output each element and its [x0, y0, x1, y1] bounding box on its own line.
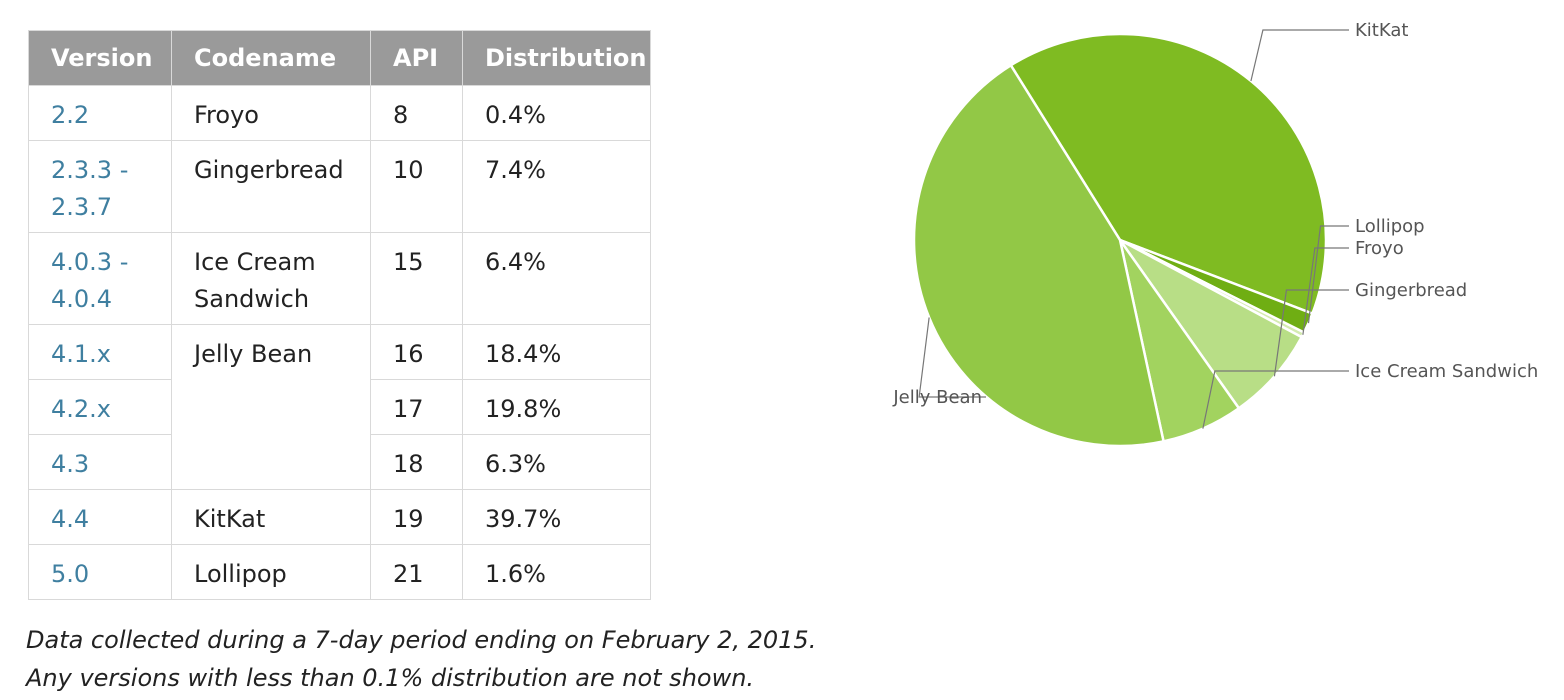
distribution-cell: 39.7% — [462, 489, 651, 545]
footnote-line-1: Data collected during a 7-day period end… — [26, 626, 817, 654]
api-cell: 19 — [370, 489, 463, 545]
codename-text: Jelly Bean — [194, 340, 313, 368]
codename-cell: Jelly Bean — [171, 324, 371, 490]
version-text[interactable]: 2.3.7 — [51, 193, 113, 221]
header-distribution: Distribution — [462, 30, 651, 86]
version-text[interactable]: 4.3 — [51, 450, 90, 478]
version-link[interactable]: 4.4 — [28, 489, 172, 545]
codename-text: Froyo — [194, 101, 259, 129]
version-text[interactable]: 4.2.x — [51, 395, 111, 423]
pie-slice-kitkat — [1009, 32, 1328, 316]
pie-label: Froyo — [1355, 238, 1404, 259]
api-cell: 10 — [370, 140, 463, 233]
table-row: 4.4 KitKat 19 39.7% — [28, 489, 651, 545]
distribution-cell: 7.4% — [462, 140, 651, 233]
pie-label: KitKat — [1355, 20, 1408, 41]
distribution-cell: 0.4% — [462, 85, 651, 141]
leader-line — [918, 317, 986, 398]
table-row: 4.1.x Jelly Bean 16 18.4% — [28, 324, 651, 490]
table-body: 2.2 Froyo 8 0.4% 2.3.3 - 2.3.7 Gingerbread 10 7.… — [28, 85, 651, 600]
version-link[interactable]: 4.2.x — [28, 379, 172, 435]
codename-text: Ice Cream — [194, 248, 316, 276]
pie-slice-jelly-bean — [912, 63, 1166, 448]
version-text[interactable]: 2.2 — [51, 101, 90, 129]
api-cell: 16 — [370, 324, 463, 380]
version-link[interactable]: 5.0 — [28, 544, 172, 600]
version-link[interactable]: 4.3 — [28, 434, 172, 490]
distribution-cell: 6.4% — [462, 232, 651, 325]
header-version: Version — [28, 30, 172, 86]
distribution-cell: 1.6% — [462, 544, 651, 600]
api-cell: 17 — [370, 379, 463, 435]
version-text[interactable]: 2.3.3 - — [51, 156, 129, 184]
table-row: 5.0 Lollipop 21 1.6% — [28, 544, 651, 600]
codename-text: Sandwich — [194, 285, 310, 313]
version-link[interactable]: 2.3.3 - 2.3.7 — [28, 140, 172, 233]
table-header: Version Codename API Distribution — [28, 30, 651, 86]
table-row: 4.0.3 - 4.0.4 Ice Cream Sandwich 15 6.4% — [28, 232, 651, 325]
codename-text: Lollipop — [194, 560, 287, 588]
distribution-cell: 6.3% — [462, 434, 651, 490]
pie-label: Gingerbread — [1355, 280, 1467, 301]
codename-text: KitKat — [194, 505, 266, 533]
codename-cell: Lollipop — [171, 544, 371, 600]
table-row: 2.2 Froyo 8 0.4% — [28, 85, 651, 141]
api-cell: 8 — [370, 85, 463, 141]
version-link[interactable]: 2.2 — [28, 85, 172, 141]
leader-line — [1307, 225, 1349, 324]
table-header-row: Version Codename API Distribution — [28, 30, 651, 86]
version-link[interactable]: 4.0.3 - 4.0.4 — [28, 232, 172, 325]
version-text[interactable]: 4.0.4 — [51, 285, 113, 313]
distribution-cell: 19.8% — [462, 379, 651, 435]
pie-label: Ice Cream Sandwich — [1355, 361, 1538, 382]
leader-line — [1250, 29, 1349, 82]
pie-slices — [912, 32, 1328, 448]
table-row: 2.3.3 - 2.3.7 Gingerbread 10 7.4% — [28, 140, 651, 233]
header-codename: Codename — [171, 30, 371, 86]
api-cell: 18 — [370, 434, 463, 490]
table-row: 4.2.x 17 19.8% — [28, 379, 651, 435]
leader-line — [1302, 247, 1349, 335]
version-text[interactable]: 4.1.x — [51, 340, 111, 368]
codename-cell: Ice Cream Sandwich — [171, 232, 371, 325]
codename-cell: Froyo — [171, 85, 371, 141]
version-text[interactable]: 5.0 — [51, 560, 90, 588]
codename-cell: Gingerbread — [171, 140, 371, 233]
leader-line — [1202, 370, 1349, 429]
codename-cell: KitKat — [171, 489, 371, 545]
pie-label: Jelly Bean — [892, 387, 982, 408]
footnote-line-2: Any versions with less than 0.1% distrib… — [26, 664, 755, 692]
header-api: API — [370, 30, 463, 86]
distribution-table: Version Codename API Distribution 2.2 Fro… — [28, 30, 651, 600]
api-cell: 15 — [370, 232, 463, 325]
footnote: Data collected during a 7-day period end… — [26, 621, 816, 697]
version-link[interactable]: 4.1.x — [28, 324, 172, 380]
leader-line — [1273, 289, 1349, 377]
codename-text: Gingerbread — [194, 156, 344, 184]
version-text[interactable]: 4.0.3 - — [51, 248, 129, 276]
distribution-cell: 18.4% — [462, 324, 651, 380]
pie-label: Lollipop — [1355, 216, 1425, 237]
api-cell: 21 — [370, 544, 463, 600]
version-text[interactable]: 4.4 — [51, 505, 90, 533]
